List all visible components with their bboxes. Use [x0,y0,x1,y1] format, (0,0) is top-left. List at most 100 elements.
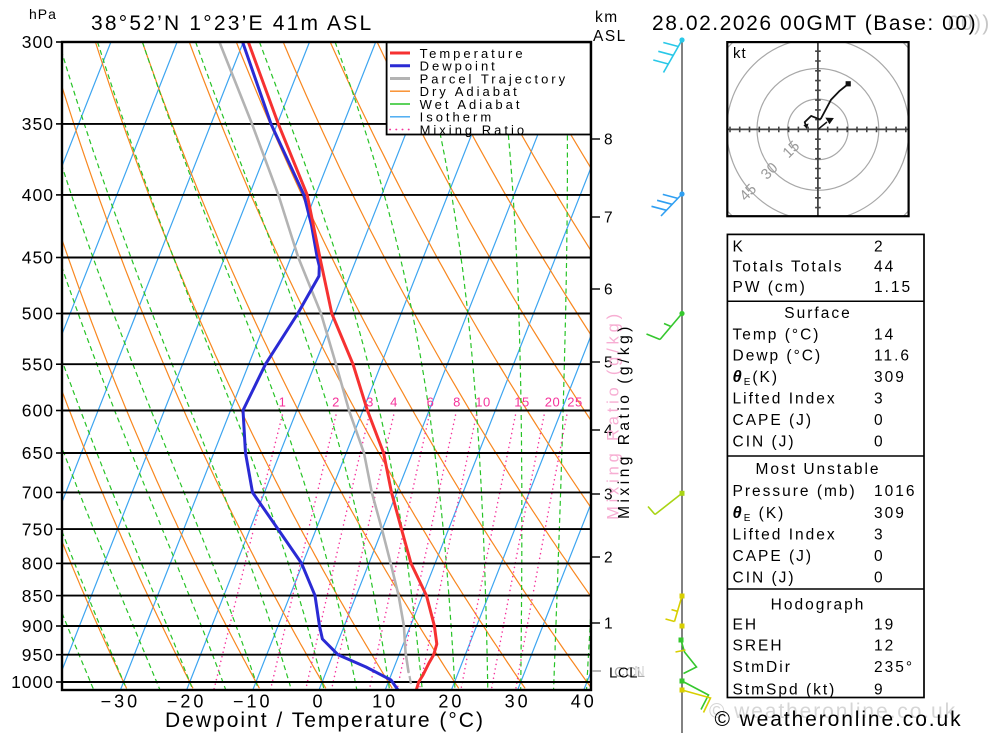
svg-text:450: 450 [22,248,54,268]
svg-text:28.02.2026 00GMT (Base: 00): 28.02.2026 00GMT (Base: 00) [652,12,977,35]
svg-text:1: 1 [279,395,287,410]
svg-text:11.6: 11.6 [874,348,911,365]
svg-text:hPa: hPa [29,6,57,22]
svg-text:10: 10 [372,692,398,712]
svg-text:3: 3 [366,395,374,410]
svg-text:300: 300 [22,32,54,52]
svg-text:1: 1 [604,616,613,633]
svg-text:ASL: ASL [593,28,627,45]
svg-text:350: 350 [22,114,54,134]
svg-text:44: 44 [874,259,895,276]
svg-text:8: 8 [604,132,613,149]
svg-text:Surface: Surface [784,305,851,322]
svg-text:−30: −30 [101,692,141,712]
svg-text:20: 20 [545,395,560,410]
svg-text:Dry Adiabat: Dry Adiabat [420,84,520,99]
svg-text:12: 12 [874,638,895,655]
svg-text:0: 0 [874,548,885,565]
svg-text:Mixing Ratio: Mixing Ratio [420,122,528,137]
svg-text:km: km [595,9,619,26]
svg-text:© weatheronline.co.uk: © weatheronline.co.uk [715,708,963,731]
svg-text:0: 0 [874,412,885,429]
svg-text:Most Unstable: Most Unstable [755,461,880,478]
svg-text:235°: 235° [874,659,914,676]
svg-text:4: 4 [604,423,613,440]
svg-text:Dewpoint / Temperature (°C): Dewpoint / Temperature (°C) [165,709,485,732]
svg-text:kt: kt [733,45,747,62]
svg-text:3: 3 [874,527,885,544]
svg-text:0: 0 [874,434,885,451]
svg-text:Temp (°C): Temp (°C) [733,326,821,343]
svg-text:500: 500 [22,304,54,324]
svg-text:Mixing Ratio (g/kg): Mixing Ratio (g/kg) [616,323,633,519]
svg-text:Parcel Trajectory: Parcel Trajectory [420,71,569,86]
svg-text:CCL: CCL [614,664,646,681]
svg-text:1.15: 1.15 [874,279,912,296]
svg-text:CAPE (J): CAPE (J) [733,548,814,565]
svg-text:3: 3 [874,390,885,407]
svg-text:38°52’N 1°23’E 41m ASL: 38°52’N 1°23’E 41m ASL [91,12,373,35]
svg-text:EH: EH [733,617,759,634]
svg-text:40: 40 [571,692,597,712]
svg-text:−20: −20 [167,692,207,712]
svg-text:30: 30 [505,692,531,712]
svg-text:900: 900 [22,616,54,636]
svg-text:K: K [733,238,745,255]
svg-text:309: 309 [874,369,906,386]
svg-text:CAPE (J): CAPE (J) [733,412,814,429]
svg-text:1000: 1000 [11,672,54,692]
svg-text:Wet Adiabat: Wet Adiabat [420,97,523,112]
svg-text:StmDir: StmDir [733,659,792,676]
svg-text:7: 7 [604,210,613,227]
svg-text:8: 8 [453,395,461,410]
svg-text:0: 0 [312,692,325,712]
svg-text:2: 2 [874,238,885,255]
svg-text:6: 6 [427,395,435,410]
svg-text:4: 4 [390,395,398,410]
svg-text:Pressure (mb): Pressure (mb) [733,483,857,500]
svg-text:Temperature: Temperature [420,46,526,61]
svg-text:0: 0 [874,570,885,587]
svg-text:Totals Totals: Totals Totals [733,259,844,276]
svg-text:3: 3 [604,487,613,504]
svg-text:9: 9 [874,682,885,699]
svg-text:400: 400 [22,185,54,205]
svg-text:1016: 1016 [874,483,916,500]
svg-text:Dewpoint: Dewpoint [420,59,498,74]
svg-text:309: 309 [874,505,906,522]
svg-text:600: 600 [22,401,54,421]
svg-text:2: 2 [332,395,340,410]
svg-text:550: 550 [22,354,54,374]
svg-text:LCL: LCL [609,665,638,682]
svg-text:00)): 00)) [948,12,991,35]
svg-text:CIN (J): CIN (J) [733,570,796,587]
svg-text:19: 19 [874,617,895,634]
svg-text:2: 2 [604,550,613,567]
svg-text:750: 750 [22,519,54,539]
svg-text:14: 14 [874,326,895,343]
svg-text:Lifted Index: Lifted Index [733,527,837,544]
svg-text:N: N [634,663,645,680]
svg-text:SREH: SREH [733,638,784,655]
svg-text:950: 950 [22,645,54,665]
svg-text:6: 6 [604,282,613,299]
svg-text:Isotherm: Isotherm [420,110,495,125]
svg-text:PW (cm): PW (cm) [733,279,807,296]
svg-text:θE (K): θE (K) [733,504,786,524]
svg-text:15: 15 [514,395,529,410]
svg-text:700: 700 [22,483,54,503]
svg-text:Mixing Ratio (g/kg): Mixing Ratio (g/kg) [605,310,623,520]
svg-text:20: 20 [438,692,464,712]
svg-text:Hodograph: Hodograph [771,597,866,614]
svg-text:StmSpd (kt): StmSpd (kt) [733,682,837,699]
svg-text:−10: −10 [233,692,273,712]
svg-text:10: 10 [475,395,490,410]
svg-text:650: 650 [22,443,54,463]
svg-text:Dewp (°C): Dewp (°C) [733,348,823,365]
svg-text:5: 5 [604,355,613,372]
svg-text:850: 850 [22,586,54,606]
svg-text:θE(K): θE(K) [733,368,780,388]
svg-text:CIN (J): CIN (J) [733,434,796,451]
svg-text:© weatheronline.co.uk: © weatheronline.co.uk [709,700,957,723]
svg-text:25: 25 [567,395,582,410]
